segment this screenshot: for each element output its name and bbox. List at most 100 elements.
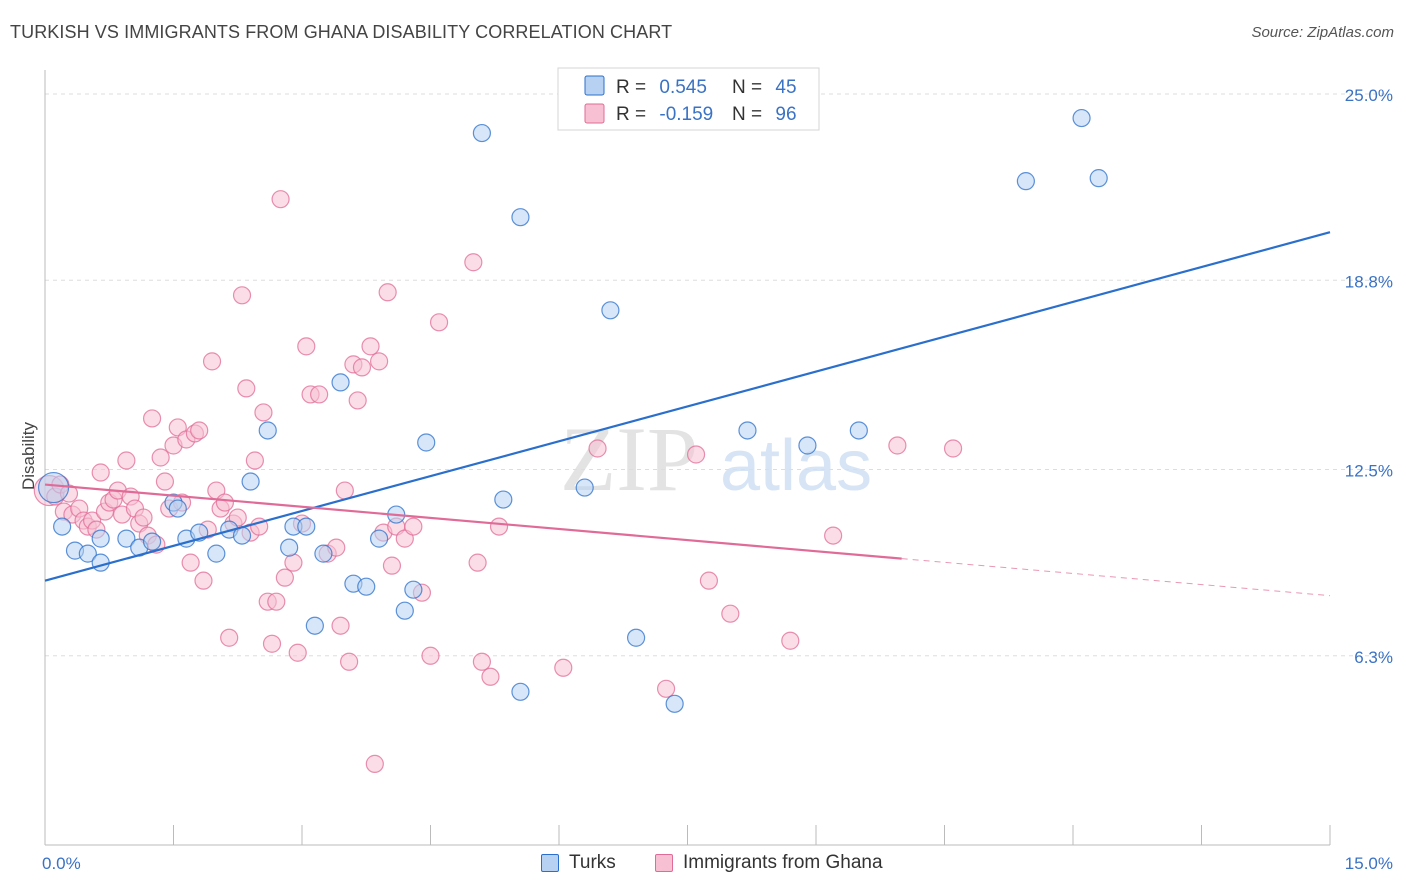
ghana-point [361, 337, 380, 356]
ghana-point [824, 526, 843, 545]
legend-label-turks: Turks [569, 852, 616, 873]
ghana-point [142, 409, 162, 428]
x-tick-label-min: 0.0% [42, 854, 81, 873]
y-tick-label: 6.3% [1354, 648, 1393, 667]
points-layer [33, 108, 1108, 773]
source-label: Source: ZipAtlas.com [1251, 24, 1394, 41]
legend-swatch-turks-bottom [541, 854, 559, 872]
turks-point [575, 478, 594, 497]
chart-title: TURKISH VS IMMIGRANTS FROM GHANA DISABIL… [10, 22, 673, 42]
turks-point [142, 532, 162, 551]
ghana-point [943, 439, 963, 458]
watermark-atlas: atlas [720, 426, 872, 506]
legend-top: R = 0.545 N = 45 R = -0.159 N = 96 [557, 67, 820, 131]
turks-point [601, 301, 620, 320]
axis-layer: 6.3% 12.5% 18.8% 25.0% 0.0% 15.0% [42, 70, 1393, 873]
ghana-point [91, 463, 110, 482]
turks-point [494, 490, 513, 509]
ghana-point [464, 253, 483, 272]
ghana-point [232, 286, 252, 305]
ghana-point [134, 508, 153, 527]
ghana-point [237, 379, 256, 398]
svg-text:N = 96: N = 96 [732, 104, 797, 125]
turks-point [357, 577, 376, 596]
legend-turks-n-label: N = [732, 77, 767, 98]
turks-point [168, 499, 187, 518]
turks-point [280, 538, 299, 557]
turks-point [798, 436, 817, 455]
ghana-point [370, 352, 389, 371]
turks-point [1016, 172, 1035, 191]
legend-swatch-ghana [584, 103, 605, 124]
legend-swatch-turks [584, 75, 605, 96]
legend-swatch-ghana-bottom [655, 854, 673, 872]
ghana-point [781, 631, 800, 650]
ghana-point [262, 634, 282, 653]
turks-point [472, 123, 491, 143]
ghana-point [554, 658, 573, 677]
ghana-point [297, 337, 316, 356]
legend-ghana-r-value: -0.159 [659, 104, 713, 125]
turks-point [417, 433, 436, 452]
ghana-point [472, 652, 491, 671]
turks-point [78, 544, 97, 563]
ghana-point [215, 493, 234, 512]
turks-point [511, 682, 530, 701]
ghana-point [275, 568, 294, 587]
turks-point [511, 208, 530, 227]
turks-point [241, 472, 260, 491]
ghana-point [190, 421, 209, 440]
legend-ghana-n-label: N = [732, 104, 767, 125]
turks-point [626, 628, 646, 647]
legend-turks-n-value: 45 [775, 77, 796, 98]
ghana-point [245, 451, 264, 470]
ghana-point [254, 403, 273, 422]
svg-text:N = 45: N = 45 [732, 77, 797, 98]
ghana-point [271, 190, 290, 209]
y-axis-label: Disability [19, 421, 38, 490]
ghana-trend-line [44, 483, 902, 560]
ghana-point [194, 571, 213, 590]
turks-trend-line [44, 231, 1331, 582]
turks-point [305, 616, 324, 635]
ghana-point [348, 391, 367, 410]
turks-point [331, 373, 350, 392]
y-tick-label: 18.8% [1345, 272, 1393, 291]
turks-point [91, 553, 110, 572]
ghana-point [267, 592, 286, 611]
ghana-point [352, 358, 372, 377]
turks-point [665, 694, 684, 713]
turks-point [849, 421, 868, 440]
svg-text:R = 0.545: R = 0.545 [616, 77, 707, 98]
turks-point [738, 421, 757, 440]
ghana-point [429, 313, 449, 332]
ghana-point [382, 556, 402, 575]
ghana-point [378, 283, 397, 302]
ghana-point [340, 652, 359, 671]
ghana-point [404, 517, 423, 536]
ghana-point [310, 385, 329, 404]
ghana-point [335, 481, 354, 500]
ghana-point [656, 679, 676, 698]
ghana-point [331, 616, 350, 635]
svg-text:R = -0.159: R = -0.159 [616, 104, 713, 125]
turks-point [91, 529, 110, 548]
legend-bottom: Turks Immigrants from Ghana [0, 852, 1406, 878]
ghana-trend-extension [901, 558, 1331, 597]
ghana-point [489, 517, 509, 536]
y-tick-label: 25.0% [1345, 86, 1393, 105]
y-tick-label: 12.5% [1345, 462, 1393, 481]
ghana-point [155, 472, 175, 491]
turks-point [370, 529, 389, 548]
ghana-point [721, 604, 740, 623]
legend-label-ghana: Immigrants from Ghana [683, 852, 883, 873]
turks-point [1089, 169, 1108, 188]
legend-ghana-n-value: 96 [775, 104, 796, 125]
ghana-point [481, 667, 500, 686]
ghana-point [686, 445, 706, 464]
turks-point [395, 601, 414, 620]
ghana-point [421, 646, 440, 665]
ghana-point [181, 553, 200, 572]
turks-point [404, 580, 423, 599]
ghana-point [468, 553, 487, 572]
